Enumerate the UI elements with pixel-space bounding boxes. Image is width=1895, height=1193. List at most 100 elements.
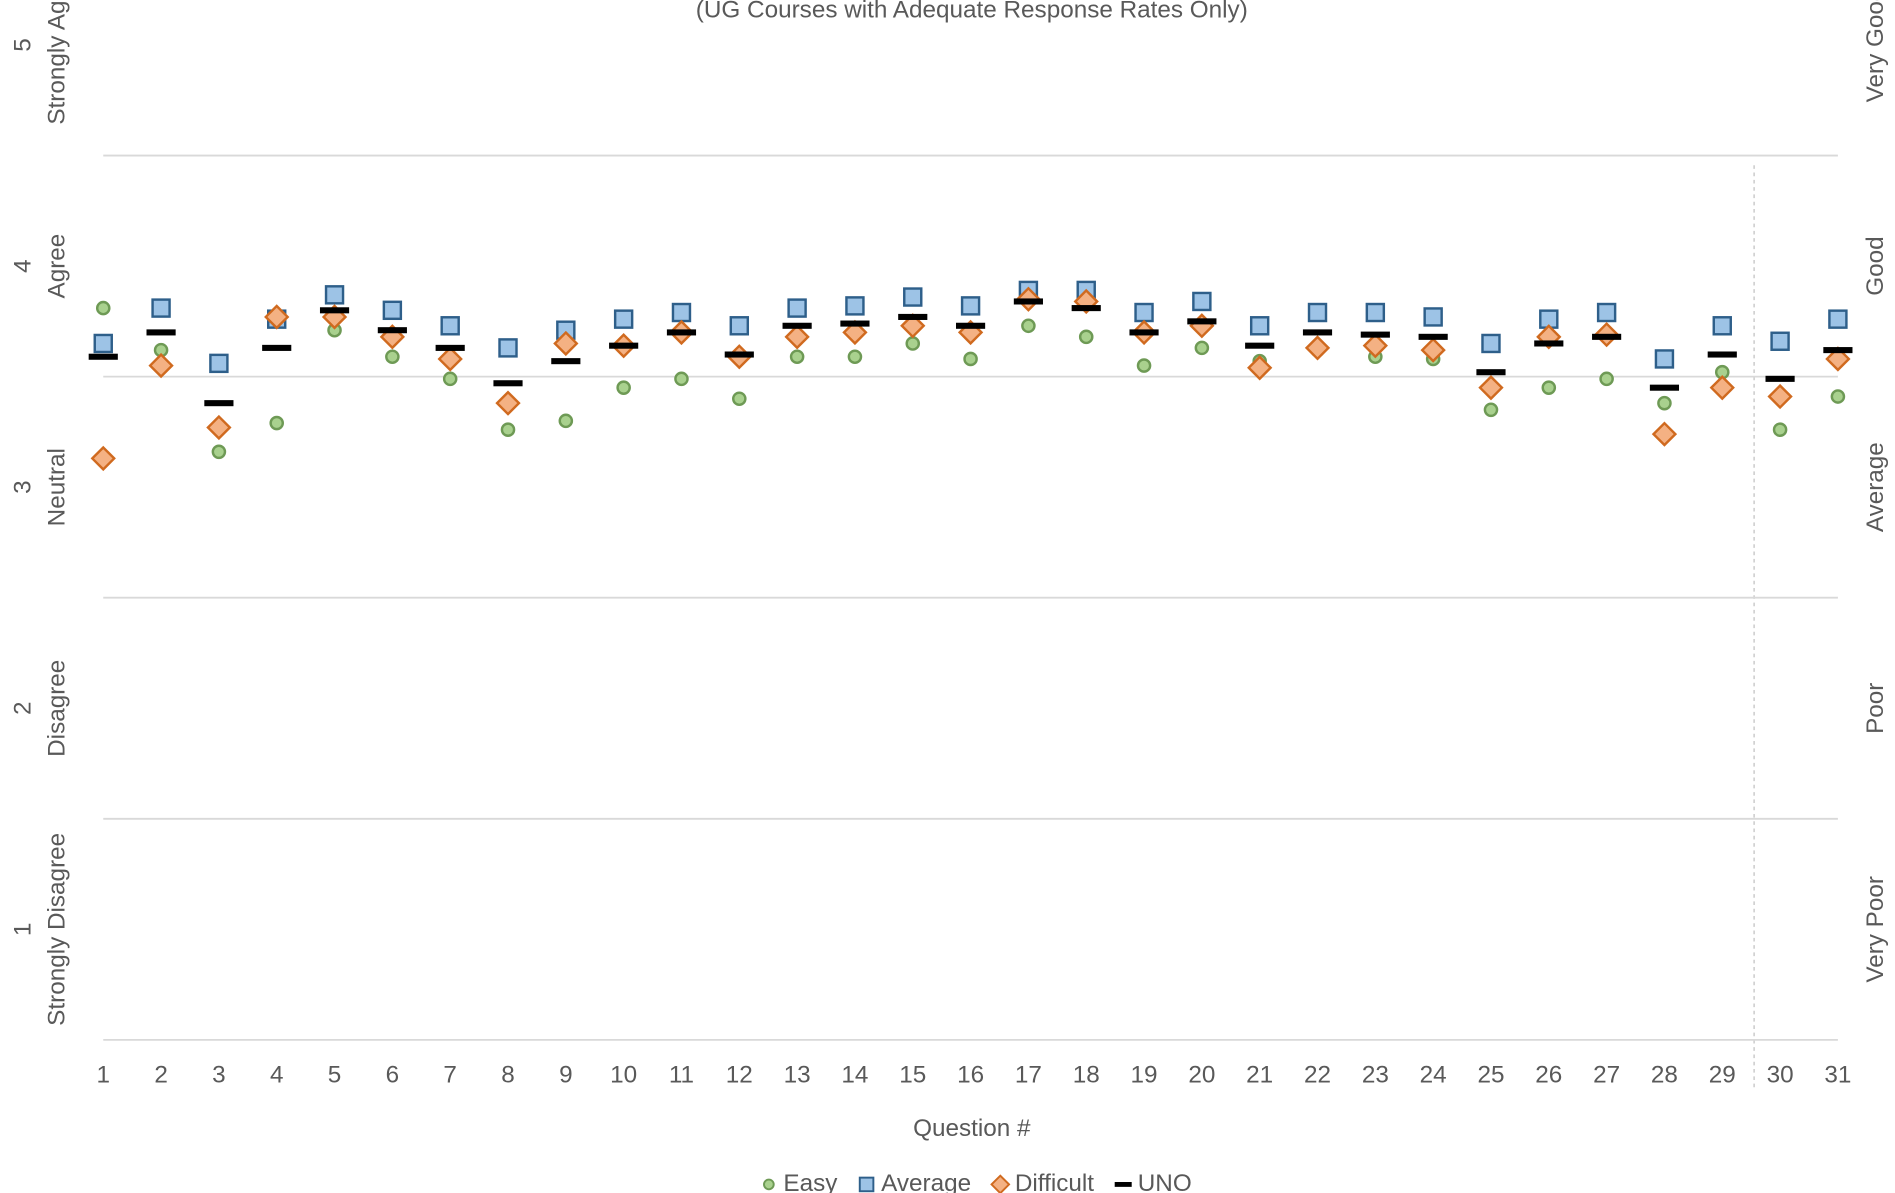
point-dash [551, 358, 581, 365]
x-tick-label: 9 [559, 1062, 573, 1089]
x-tick-label: 13 [784, 1062, 811, 1089]
point-diamond [1709, 375, 1735, 401]
point-dash [724, 351, 754, 358]
point-dash [898, 313, 928, 320]
point-circle [847, 349, 863, 365]
point-square [1596, 302, 1617, 323]
point-diamond [1362, 333, 1388, 359]
point-dash [840, 320, 870, 327]
y-tick-label: 1 [10, 923, 37, 937]
point-dash [146, 329, 176, 336]
x-tick-label: 18 [1073, 1062, 1100, 1089]
point-square [1423, 307, 1443, 327]
point-dash [377, 327, 407, 334]
y-tick-description: Neutral [44, 448, 71, 526]
point-dash [666, 329, 697, 336]
point-circle [732, 391, 747, 407]
x-tick-label: 15 [899, 1062, 926, 1089]
point-dash [1245, 342, 1275, 349]
point-circle [95, 300, 111, 316]
point-square [1481, 333, 1501, 354]
point-square [1307, 302, 1328, 323]
legend-item: Difficult [990, 1170, 1094, 1193]
point-square [498, 338, 518, 358]
point-square [960, 296, 981, 316]
point-diamond [206, 414, 232, 441]
x-tick-label: 31 [1824, 1062, 1851, 1089]
point-square [1828, 309, 1848, 329]
point-square [845, 296, 865, 316]
point-dash [1592, 333, 1622, 340]
x-tick-label: 30 [1767, 1062, 1794, 1089]
point-square [1770, 331, 1790, 351]
legend-item: Average [858, 1170, 971, 1193]
point-dash [1476, 369, 1506, 376]
point-square [1134, 302, 1154, 323]
chart-subtitle: (UG Courses with Adequate Response Rates… [696, 0, 1248, 23]
x-tick-label: 6 [386, 1062, 400, 1089]
point-dash [956, 322, 986, 329]
point-diamond [1825, 346, 1851, 372]
y-tick-description: Agree [44, 234, 71, 299]
legend-label: UNO [1138, 1170, 1192, 1193]
x-tick-label: 26 [1535, 1062, 1562, 1089]
point-circle [211, 444, 227, 460]
point-dash [262, 344, 292, 351]
y-tick-description: Disagree [44, 660, 71, 757]
point-diamond [842, 319, 868, 346]
x-tick-label: 10 [610, 1062, 637, 1089]
point-circle [674, 371, 689, 387]
y-tick-label: 5 [10, 38, 37, 52]
point-circle [1541, 380, 1557, 395]
y2-tick-label: Very Good [1862, 0, 1889, 102]
y2-tick-label: Average [1862, 442, 1889, 532]
point-square [1249, 316, 1270, 336]
point-circle [558, 413, 574, 429]
point-square [1712, 316, 1732, 336]
point-circle [1136, 358, 1152, 373]
point-diamond [437, 346, 463, 372]
x-tick-label: 11 [669, 1062, 694, 1089]
point-dash [1071, 305, 1101, 312]
point-circle [500, 422, 516, 437]
point-circle [442, 371, 458, 387]
point-diamond [148, 352, 174, 379]
x-tick-label: 27 [1593, 1062, 1620, 1089]
point-diamond [784, 324, 810, 350]
point-dash [1534, 340, 1564, 347]
point-circle [1830, 389, 1846, 404]
point-square [1192, 291, 1212, 312]
point-square [382, 300, 403, 321]
point-diamond [1189, 313, 1215, 339]
point-dash [1649, 384, 1680, 391]
point-dash [1129, 329, 1159, 336]
point-square [440, 316, 460, 336]
legend-item: Easy [763, 1170, 838, 1193]
x-tick-label: 8 [501, 1062, 515, 1089]
x-tick-label: 7 [443, 1062, 457, 1089]
point-diamond [1651, 421, 1678, 447]
y-tick-label: 3 [10, 480, 37, 494]
legend-marker [858, 1176, 875, 1193]
y-tick-label: 2 [10, 701, 37, 715]
point-diamond [264, 304, 290, 330]
point-diamond [1767, 383, 1793, 410]
point-diamond [1478, 375, 1504, 401]
point-circle [1772, 422, 1788, 437]
point-dash [1013, 298, 1043, 305]
point-circle [269, 415, 285, 431]
point-square [613, 309, 634, 329]
point-dash [1707, 351, 1737, 358]
point-dash [609, 342, 639, 349]
x-tick-label: 20 [1188, 1062, 1215, 1089]
x-tick-label: 21 [1246, 1062, 1273, 1089]
point-square [903, 287, 923, 307]
point-square [324, 285, 345, 305]
x-tick-label: 29 [1709, 1062, 1736, 1089]
x-tick-label: 4 [270, 1062, 284, 1089]
x-tick-label: 23 [1362, 1062, 1389, 1089]
point-diamond [1247, 355, 1273, 381]
y2-tick-label: Very Poor [1862, 876, 1889, 983]
